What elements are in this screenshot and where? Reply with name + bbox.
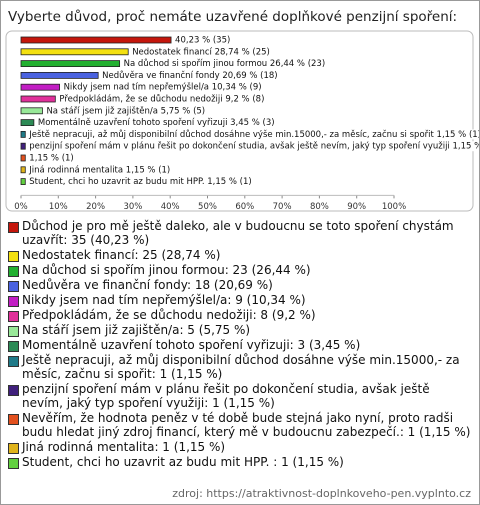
bar	[20, 95, 56, 103]
legend-swatch	[8, 266, 19, 277]
label-bg	[121, 58, 328, 69]
bar	[20, 154, 26, 162]
legend-label: Na důchod si spořím jinou formou: 23 (26…	[22, 263, 311, 277]
legend-label: penzijní spoření mám v plánu řešit po do…	[22, 382, 430, 410]
bar	[20, 166, 26, 174]
label-bg	[57, 94, 267, 104]
value-label: Nedůvěra ve finanční fondy 20,69 % (18)	[102, 70, 277, 81]
x-tick-label: 80%	[310, 202, 329, 212]
x-tick-label: 0%	[14, 202, 28, 212]
label-bg	[130, 46, 272, 57]
value-label: penzijní spoření mám v plánu řešit po do…	[29, 141, 479, 152]
value-label: Ještě nepracuji, až můj disponibilní důc…	[28, 129, 479, 140]
value-label: 40,23 % (35)	[175, 36, 230, 46]
value-label: Na důchod si spořím jinou formou 26,44 %…	[124, 58, 326, 69]
legend-item: Student, chci ho uzavrit az budu mit HPP…	[7, 455, 473, 469]
legend-label: Nedostatek financí: 25 (28,74 %)	[22, 248, 221, 262]
x-tick-label: 20%	[86, 202, 105, 212]
legend-swatch	[8, 281, 19, 292]
label-bg	[44, 105, 208, 116]
value-label: 1,15 % (1)	[29, 154, 73, 164]
label-bg	[27, 129, 479, 140]
value-label: Momentálně uzavření tohoto spoření vyřiz…	[38, 118, 275, 128]
x-tick-label: 60%	[235, 202, 254, 212]
legend-label: Nevěřím, že hodnota peněz v té době bude…	[22, 411, 471, 439]
value-label: Na stáří jsem již zajištěn/a 5,75 % (5)	[46, 105, 205, 116]
legend-item: Jiná rodinná mentalita: 1 (1,15 %)	[7, 440, 473, 454]
legend-item: Nevěřím, že hodnota peněz v té době bude…	[7, 411, 473, 439]
value-label: Jiná rodinná mentalita 1,15 % (1)	[28, 165, 170, 175]
legend-swatch	[8, 251, 19, 262]
label-bg	[173, 35, 233, 45]
legend-swatch	[8, 222, 19, 233]
legend-swatch	[8, 356, 19, 367]
value-label: Nikdy jsem nad tím nepřemýšlel/a 10,34 %…	[64, 82, 262, 93]
legend-item: penzijní spoření mám v plánu řešit po do…	[7, 382, 473, 410]
bar	[20, 178, 26, 186]
legend: Důchod je pro mě ještě daleko, ale v bud…	[7, 219, 473, 470]
legend-swatch	[8, 311, 19, 322]
legend-label: Ještě nepracuji, až můj disponibilní důc…	[22, 353, 460, 381]
bar	[20, 130, 26, 138]
legend-item: Důchod je pro mě ještě daleko, ale v bud…	[7, 219, 473, 247]
legend-item: Nedůvěra ve finanční fondy: 18 (20,69 %)	[7, 278, 473, 292]
legend-label: Důchod je pro mě ještě daleko, ale v bud…	[22, 219, 454, 247]
legend-item: Ještě nepracuji, až můj disponibilní důc…	[7, 353, 473, 381]
legend-swatch	[8, 341, 19, 352]
value-label: Nedostatek financí 28,74 % (25)	[132, 47, 270, 57]
legend-item: Nedostatek financí: 25 (28,74 %)	[7, 248, 473, 262]
label-bg	[27, 141, 479, 152]
legend-swatch	[8, 296, 19, 307]
bar	[20, 107, 43, 115]
label-bg	[27, 176, 254, 187]
label-bg	[100, 70, 280, 81]
legend-label: Jiná rodinná mentalita: 1 (1,15 %)	[22, 440, 226, 454]
label-bg	[35, 117, 277, 128]
bar	[20, 36, 172, 44]
value-label: Předpokládám, že se důchodu nedožiji 9,2…	[59, 94, 264, 105]
x-tick-label: 100%	[382, 202, 406, 212]
bar	[20, 119, 35, 126]
x-tick-label: 90%	[347, 202, 366, 212]
bar	[20, 83, 60, 91]
chart-title: Vyberte důvod, proč nemáte uzavřené dopl…	[8, 9, 458, 25]
bar	[20, 60, 121, 67]
x-tick-label: 50%	[198, 202, 217, 212]
legend-label: Na stáří jsem již zajištěn/a: 5 (5,75 %)	[22, 323, 251, 337]
legend-swatch	[8, 443, 19, 454]
legend-item: Na stáří jsem již zajištěn/a: 5 (5,75 %)	[7, 323, 473, 337]
x-tick-label: 40%	[161, 202, 180, 212]
bar	[20, 72, 99, 79]
legend-swatch	[8, 385, 19, 396]
legend-swatch	[8, 414, 19, 425]
legend-label: Předpokládám, že se důchodu nedožiji: 8 …	[22, 308, 316, 322]
x-tick-label: 70%	[273, 202, 292, 212]
legend-label: Nedůvěra ve finanční fondy: 18 (20,69 %)	[22, 278, 273, 292]
legend-swatch	[8, 326, 19, 337]
x-tick-label: 10%	[49, 202, 68, 212]
legend-item: Nikdy jsem nad tím nepřemýšlel/a: 9 (10,…	[7, 293, 473, 307]
label-bg	[27, 153, 76, 163]
legend-label: Nikdy jsem nad tím nepřemýšlel/a: 9 (10,…	[22, 293, 306, 307]
label-bg	[27, 164, 173, 175]
bar	[20, 142, 26, 150]
legend-label: Student, chci ho uzavrit az budu mit HPP…	[22, 455, 344, 469]
legend-swatch	[8, 458, 19, 469]
value-label: Student, chci ho uzavrit az budu mit HPP…	[29, 177, 251, 187]
legend-item: Předpokládám, že se důchodu nedožiji: 8 …	[7, 308, 473, 322]
x-tick-label: 30%	[123, 202, 142, 212]
legend-item: Momentálně uzavření tohoto spoření vyřiz…	[7, 338, 473, 352]
source: zdroj: https://atraktivnost-doplnkoveho-…	[172, 487, 471, 500]
legend-label: Momentálně uzavření tohoto spoření vyřiz…	[22, 338, 361, 352]
label-bg	[61, 82, 264, 93]
legend-item: Na důchod si spořím jinou formou: 23 (26…	[7, 263, 473, 277]
chart: 0% 10% 20% 30% 40% 50% 60% 70% 80% 90% 100% 40,23 %…	[5, 30, 479, 212]
bar	[20, 48, 129, 56]
